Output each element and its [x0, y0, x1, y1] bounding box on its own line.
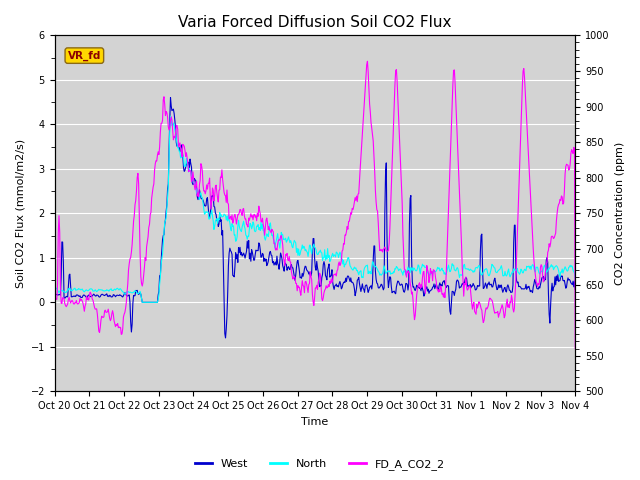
FD_A_CO2_2	[114, 321, 122, 326]
West	[572, 287, 579, 292]
FD_A_CO2_2	[394, 96, 402, 101]
X-axis label: Time: Time	[301, 417, 328, 427]
FD_A_CO2_2	[51, 448, 58, 454]
West	[380, 287, 387, 293]
Y-axis label: Soil CO2 Flux (mmol/m2/s): Soil CO2 Flux (mmol/m2/s)	[15, 139, 25, 288]
North	[196, 197, 204, 203]
West	[51, 295, 58, 300]
West	[166, 95, 174, 100]
North	[380, 266, 387, 272]
West	[114, 292, 122, 298]
Title: Varia Forced Diffusion Soil CO2 Flux: Varia Forced Diffusion Soil CO2 Flux	[178, 15, 452, 30]
North	[114, 286, 122, 291]
FD_A_CO2_2	[572, 346, 579, 351]
West	[221, 335, 229, 341]
Line: FD_A_CO2_2: FD_A_CO2_2	[54, 61, 575, 451]
FD_A_CO2_2	[60, 296, 68, 302]
North	[51, 291, 58, 297]
Line: West: West	[54, 97, 575, 338]
FD_A_CO2_2	[194, 190, 202, 196]
North	[60, 289, 68, 295]
North	[168, 123, 176, 129]
Y-axis label: CO2 Concentration (ppm): CO2 Concentration (ppm)	[615, 142, 625, 285]
Text: VR_fd: VR_fd	[68, 50, 101, 61]
FD_A_CO2_2	[379, 249, 387, 255]
West	[60, 295, 68, 300]
Legend: West, North, FD_A_CO2_2: West, North, FD_A_CO2_2	[191, 455, 449, 474]
West	[195, 192, 203, 198]
North	[395, 268, 403, 274]
West	[168, 103, 175, 109]
FD_A_CO2_2	[166, 118, 174, 123]
Line: North: North	[54, 116, 575, 302]
West	[395, 278, 403, 284]
North	[138, 300, 146, 305]
North	[166, 113, 174, 119]
FD_A_CO2_2	[364, 59, 371, 64]
North	[572, 278, 579, 284]
